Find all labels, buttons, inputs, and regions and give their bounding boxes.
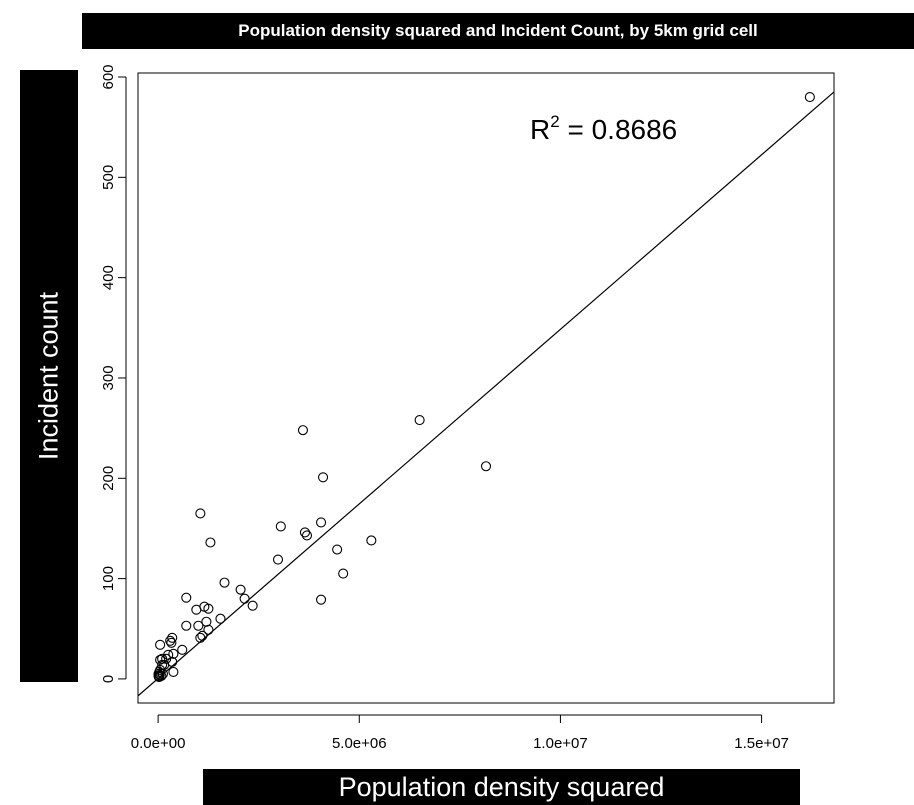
data-point bbox=[165, 635, 176, 646]
data-point bbox=[157, 653, 168, 664]
data-point bbox=[804, 92, 815, 103]
y-axis: 0 100 200 300 400 500 600 bbox=[100, 64, 127, 683]
data-point bbox=[318, 472, 329, 483]
data-point bbox=[366, 535, 377, 546]
y-tick-label: 200 bbox=[100, 466, 117, 491]
data-point bbox=[157, 668, 168, 679]
data-point bbox=[338, 568, 349, 579]
data-point bbox=[239, 593, 250, 604]
data-point bbox=[197, 630, 208, 641]
data-point bbox=[235, 584, 246, 595]
y-tick-label: 100 bbox=[100, 566, 117, 591]
x-axis-label-text: Population density squared bbox=[338, 771, 665, 802]
fit-line-group bbox=[137, 91, 835, 697]
data-point bbox=[203, 624, 214, 635]
data-point bbox=[215, 613, 226, 624]
data-point bbox=[219, 577, 230, 588]
data-point bbox=[247, 600, 258, 611]
chart-title-text: Population density squared and Incident … bbox=[238, 21, 758, 40]
data-point bbox=[299, 527, 311, 538]
y-tick-label: 600 bbox=[100, 64, 117, 89]
data-points bbox=[153, 92, 815, 682]
fit-line bbox=[137, 91, 835, 697]
data-point bbox=[316, 517, 327, 528]
data-point bbox=[201, 616, 212, 627]
data-point bbox=[181, 620, 192, 631]
chart-title: Population density squared and Incident … bbox=[82, 13, 914, 49]
y-tick-label: 300 bbox=[100, 365, 117, 390]
x-tick-label: 1.5e+07 bbox=[734, 735, 789, 752]
data-point bbox=[297, 425, 308, 436]
data-point bbox=[316, 594, 327, 605]
data-point bbox=[177, 644, 188, 655]
x-axis-label: Population density squared bbox=[203, 769, 800, 805]
data-point bbox=[272, 554, 284, 565]
data-point bbox=[155, 639, 166, 650]
data-point bbox=[332, 544, 343, 555]
x-tick-label: 5.0e+06 bbox=[332, 735, 387, 752]
data-point bbox=[168, 648, 179, 659]
data-point bbox=[301, 530, 313, 541]
data-point bbox=[156, 670, 167, 681]
data-point bbox=[166, 637, 177, 648]
r-squared-base: R bbox=[530, 114, 550, 145]
plot-frame bbox=[137, 72, 835, 704]
data-point bbox=[167, 632, 178, 643]
data-point bbox=[480, 461, 492, 472]
y-tick-label: 400 bbox=[100, 265, 117, 290]
data-point bbox=[191, 604, 202, 615]
data-point bbox=[414, 415, 425, 426]
data-point bbox=[195, 508, 206, 519]
y-tick-label: 0 bbox=[100, 675, 117, 683]
data-point bbox=[168, 666, 179, 677]
data-point bbox=[205, 537, 216, 548]
x-tick-label: 1.0e+07 bbox=[533, 735, 588, 752]
data-point bbox=[195, 632, 206, 643]
r-squared-value: = 0.8686 bbox=[560, 114, 678, 145]
x-tick-label: 0.0e+00 bbox=[131, 735, 186, 752]
r-squared-annotation: R2 = 0.8686 bbox=[530, 112, 677, 145]
data-point bbox=[193, 620, 204, 631]
y-tick-label: 500 bbox=[100, 165, 117, 190]
x-axis: 0.0e+00 5.0e+06 1.0e+07 1.5e+07 bbox=[131, 714, 789, 752]
data-point bbox=[275, 521, 286, 532]
y-axis-label: Incident count bbox=[20, 70, 78, 682]
data-point bbox=[181, 592, 192, 603]
r-squared-superscript: 2 bbox=[550, 112, 559, 131]
